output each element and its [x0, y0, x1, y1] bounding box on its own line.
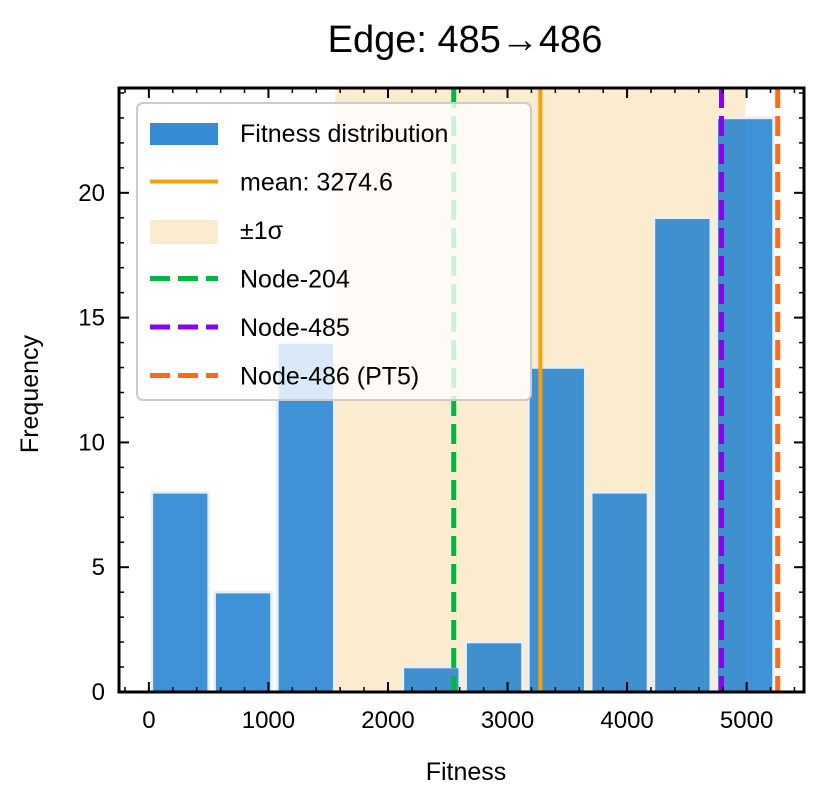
y-tick-label: 0: [92, 679, 105, 706]
histogram-bar-8: [652, 216, 713, 694]
legend-handle-1: [150, 123, 218, 145]
histogram-bar-5: [464, 640, 524, 694]
y-tick-label: 5: [92, 554, 105, 581]
x-tick-label: 5000: [720, 707, 773, 734]
legend-label-5: Node-485: [240, 314, 350, 342]
legend-label-1: Fitness distribution: [240, 120, 448, 148]
y-axis-label: Frequency: [16, 334, 44, 453]
legend-label-3: ±1σ: [240, 217, 284, 245]
histogram-bar-2: [213, 590, 273, 694]
legend-handle-3: [150, 220, 218, 244]
x-axis-label: Fitness: [426, 758, 507, 786]
x-tick-label: 2000: [361, 707, 414, 734]
x-tick-label: 0: [142, 707, 155, 734]
y-tick-label: 10: [78, 429, 105, 456]
chart-title: Edge: 485→486: [328, 19, 603, 61]
axes-layer: [117, 86, 806, 694]
plot-frame: [117, 86, 806, 694]
x-tick-label: 3000: [481, 707, 534, 734]
histogram-bar-6: [527, 366, 587, 694]
ticks-layer: 0 1000 2000 3000 4000 5000 0 5 10 15 20: [78, 88, 804, 734]
legend-box: [136, 102, 532, 401]
histogram-bar-9: [715, 116, 775, 694]
x-tick-label: 4000: [600, 707, 653, 734]
x-tick-label: 1000: [242, 707, 295, 734]
legend-label-4: Node-204: [240, 266, 350, 294]
y-tick-label: 20: [78, 180, 105, 207]
legend: Fitness distribution mean: 3274.6 ±1σ Node-…: [136, 102, 532, 401]
y-tick-label: 15: [78, 305, 105, 332]
histogram-bar-1: [150, 491, 210, 694]
histogram-bar-7: [589, 491, 650, 694]
legend-label-6: Node-486 (PT5): [240, 363, 419, 391]
legend-label-2: mean: 3274.6: [240, 169, 393, 197]
